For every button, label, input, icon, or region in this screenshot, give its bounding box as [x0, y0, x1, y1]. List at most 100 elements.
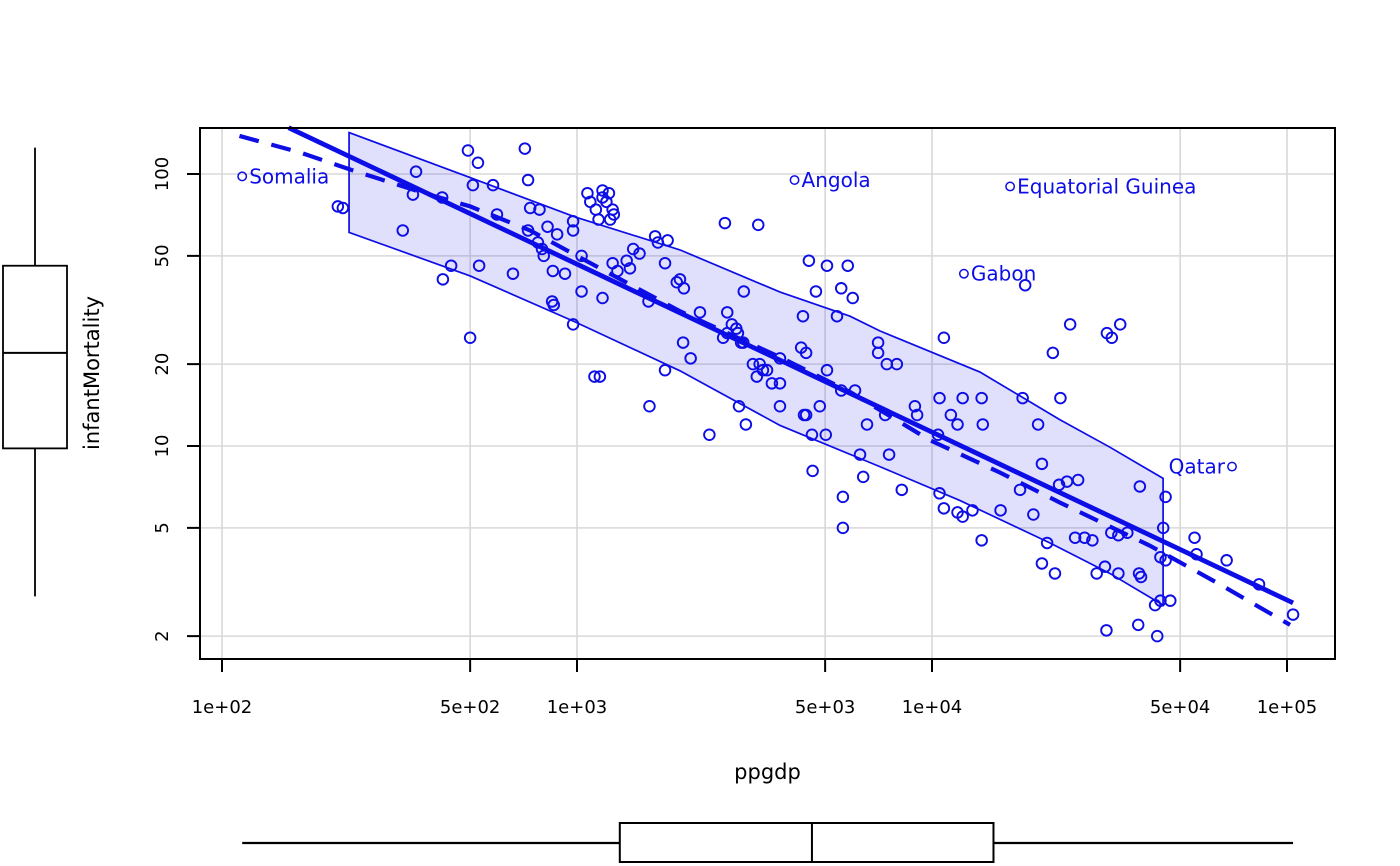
point-label: Equatorial Guinea [1017, 174, 1196, 198]
data-point [937, 331, 951, 345]
data-point [466, 178, 480, 192]
data-point [541, 220, 554, 233]
x-tick-label: 1e+03 [547, 697, 608, 718]
data-point [693, 306, 707, 319]
data-point [677, 282, 691, 295]
point-label: Qatar [1169, 455, 1226, 479]
data-point [890, 357, 904, 371]
data-point [596, 184, 609, 197]
data-point [1113, 318, 1127, 331]
data-point [871, 346, 885, 360]
data-point [1105, 331, 1119, 345]
data-point [684, 352, 697, 365]
data-point [490, 208, 504, 221]
data-point [596, 291, 609, 305]
data-point [1164, 594, 1177, 607]
data-point [550, 228, 564, 241]
labeled-data-point [1227, 461, 1237, 472]
x-tick-label: 5e+04 [1150, 697, 1211, 718]
data-point [463, 331, 477, 345]
data-point [933, 487, 946, 500]
data-point [588, 370, 601, 383]
data-point [444, 259, 458, 272]
data-point [535, 242, 549, 256]
data-point [1134, 570, 1148, 584]
data-point [566, 318, 580, 331]
data-point [956, 391, 969, 405]
x-tick-label: 5e+03 [795, 697, 856, 718]
data-point [523, 201, 537, 215]
data-point [856, 470, 870, 484]
data-point [753, 357, 766, 371]
x-tick-label: 1e+05 [1257, 697, 1318, 718]
data-point [661, 234, 674, 247]
data-point [409, 165, 423, 178]
data-point [1071, 473, 1085, 487]
plot-frame [199, 127, 1336, 660]
data-point [396, 224, 410, 237]
data-point [1040, 536, 1054, 550]
data-point [994, 504, 1007, 517]
data-point [721, 306, 734, 319]
labeled-data-point [958, 268, 969, 279]
data-point [1063, 318, 1077, 331]
data-point [1018, 278, 1032, 292]
data-point [1112, 567, 1125, 580]
data-point [1159, 554, 1172, 567]
y-tick-label: 100 [152, 157, 173, 191]
y-tick-label: 50 [152, 244, 173, 267]
x-axis-title: ppgdp [734, 760, 801, 784]
data-point [521, 173, 535, 187]
data-point [718, 216, 732, 230]
data-point [773, 400, 787, 413]
data-point [336, 201, 350, 215]
data-point [751, 218, 765, 232]
data-point [531, 236, 545, 249]
x-tick-label: 1e+02 [192, 697, 253, 718]
data-point [975, 391, 988, 405]
y-axis-title: infantMortality [80, 296, 104, 450]
data-point [436, 273, 450, 286]
data-point [937, 502, 951, 515]
data-point [975, 534, 988, 547]
data-point [802, 254, 816, 267]
data-point [756, 363, 770, 377]
data-point [611, 264, 624, 278]
data-point [830, 309, 844, 323]
data-point [931, 428, 945, 441]
y-tick-label: 10 [152, 435, 173, 458]
data-point [846, 291, 859, 305]
data-point [547, 298, 560, 312]
data-point [676, 336, 690, 349]
data-point [1013, 483, 1027, 497]
data-point [1100, 624, 1113, 637]
data-point [1016, 391, 1029, 405]
data-point [820, 259, 834, 272]
data-point [472, 259, 486, 272]
point-label: Somalia [249, 164, 329, 188]
labeled-data-point [1005, 181, 1016, 192]
data-point [1105, 526, 1118, 539]
x-tick-label: 1e+04 [902, 697, 963, 718]
data-point [933, 391, 946, 405]
data-point [1068, 531, 1082, 544]
data-point [1054, 391, 1067, 405]
data-point [1048, 567, 1062, 580]
data-point [607, 208, 621, 221]
point-label: Angola [802, 168, 871, 192]
data-point [643, 400, 656, 413]
data-point [806, 464, 819, 478]
data-point [648, 230, 662, 243]
point-label: Gabon [971, 262, 1036, 286]
y-tick-label: 2 [152, 630, 173, 641]
data-point [633, 247, 646, 260]
data-point [908, 400, 922, 413]
data-point [966, 504, 979, 517]
data-point [642, 295, 655, 308]
data-point [1133, 480, 1147, 493]
data-point [773, 352, 787, 365]
y-tick-label: 5 [152, 522, 173, 533]
data-point [575, 249, 588, 263]
regression-line [287, 125, 1295, 606]
data-point [558, 267, 572, 280]
